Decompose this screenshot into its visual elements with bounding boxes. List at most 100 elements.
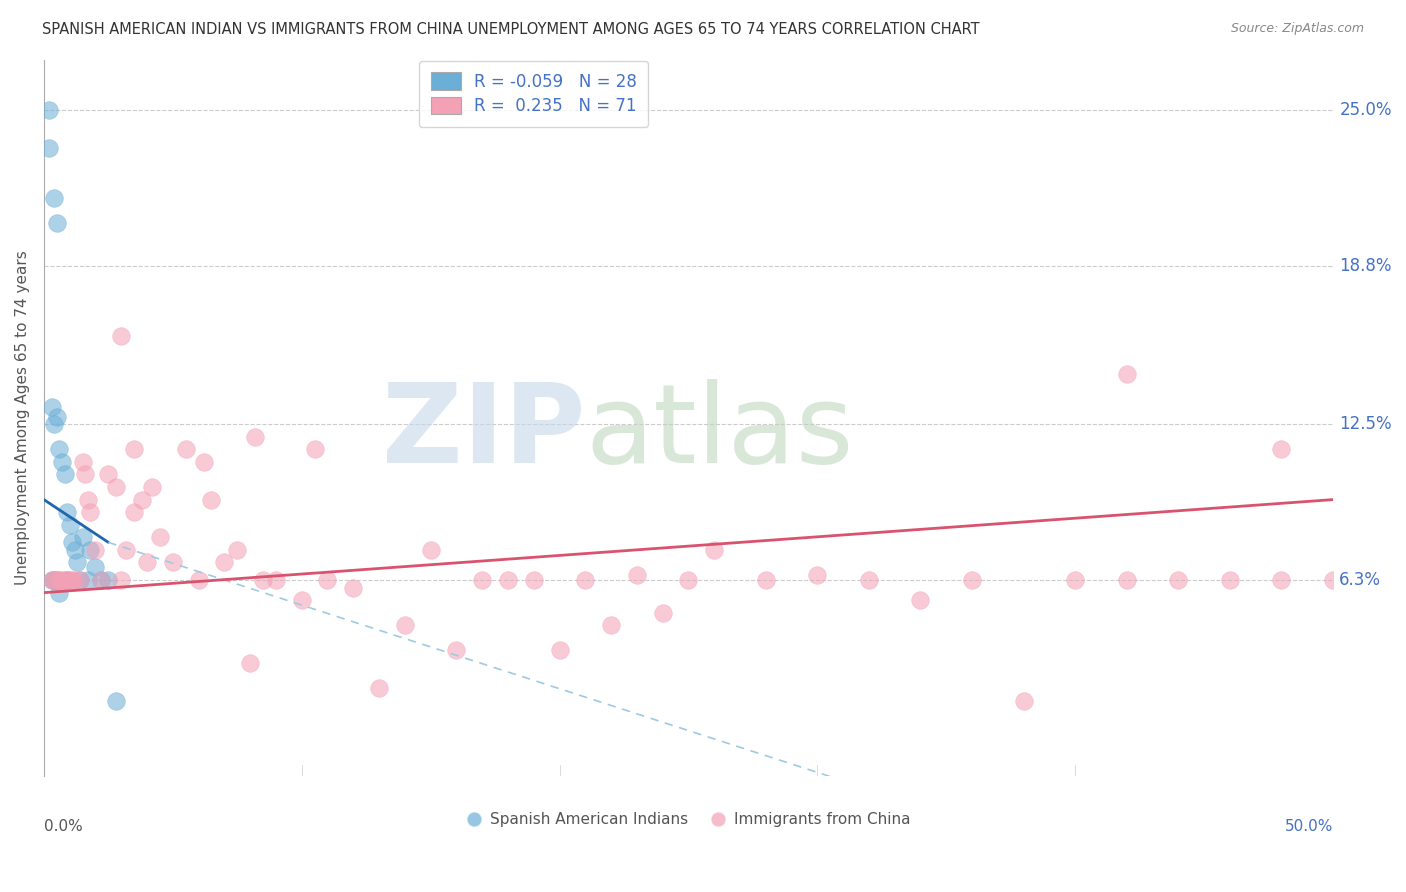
Point <box>63 542 86 557</box>
Point <box>1012 694 1035 708</box>
Point <box>75 467 97 482</box>
Point <box>496 573 519 587</box>
Point <box>264 573 287 587</box>
Point <box>1115 367 1137 381</box>
Point <box>304 442 326 457</box>
Point <box>79 505 101 519</box>
Point <box>162 556 184 570</box>
Point <box>193 455 215 469</box>
Text: 50.0%: 50.0% <box>1285 819 1333 834</box>
Point <box>131 492 153 507</box>
Point <box>1270 573 1292 587</box>
Point <box>45 216 67 230</box>
Point <box>79 542 101 557</box>
Point <box>574 573 596 587</box>
Point <box>1270 442 1292 457</box>
Point <box>56 505 79 519</box>
Point <box>368 681 391 696</box>
Point <box>806 568 828 582</box>
Point <box>38 140 60 154</box>
Point <box>59 573 82 587</box>
Text: 25.0%: 25.0% <box>1340 101 1392 119</box>
Point <box>252 573 274 587</box>
Point <box>44 417 66 432</box>
Point <box>51 455 73 469</box>
Text: Source: ZipAtlas.com: Source: ZipAtlas.com <box>1230 22 1364 36</box>
Point <box>1115 573 1137 587</box>
Point <box>1167 573 1189 587</box>
Point <box>76 573 98 587</box>
Point <box>53 573 76 587</box>
Point <box>60 573 83 587</box>
Point <box>115 542 138 557</box>
Point <box>110 573 132 587</box>
Point <box>44 573 66 587</box>
Point <box>149 530 172 544</box>
Point <box>66 556 89 570</box>
Point <box>48 573 70 587</box>
Text: 6.3%: 6.3% <box>1340 571 1381 589</box>
Point <box>141 480 163 494</box>
Point <box>56 573 79 587</box>
Point <box>187 573 209 587</box>
Point <box>755 573 778 587</box>
Point <box>291 593 314 607</box>
Point <box>960 573 983 587</box>
Point <box>626 568 648 582</box>
Point <box>600 618 623 632</box>
Point <box>394 618 416 632</box>
Point <box>110 329 132 343</box>
Point <box>72 455 94 469</box>
Point <box>174 442 197 457</box>
Point <box>523 573 546 587</box>
Point <box>90 573 112 587</box>
Point <box>214 556 236 570</box>
Point <box>226 542 249 557</box>
Point <box>59 517 82 532</box>
Point <box>678 573 700 587</box>
Point <box>1322 573 1344 587</box>
Point <box>90 573 112 587</box>
Text: ZIP: ZIP <box>382 379 585 486</box>
Point <box>44 573 66 587</box>
Point <box>97 573 120 587</box>
Point <box>1219 573 1241 587</box>
Point <box>1064 573 1087 587</box>
Point <box>48 585 70 599</box>
Point <box>45 573 67 587</box>
Point <box>200 492 222 507</box>
Point <box>446 643 468 657</box>
Point <box>239 656 262 670</box>
Point <box>48 442 70 457</box>
Point <box>51 573 73 587</box>
Point <box>122 505 145 519</box>
Point <box>84 542 107 557</box>
Point <box>69 573 91 587</box>
Point <box>41 400 63 414</box>
Point <box>44 191 66 205</box>
Point <box>316 573 339 587</box>
Point <box>76 492 98 507</box>
Text: 12.5%: 12.5% <box>1340 415 1392 434</box>
Point <box>97 467 120 482</box>
Point <box>72 530 94 544</box>
Point <box>419 542 441 557</box>
Point <box>122 442 145 457</box>
Text: 0.0%: 0.0% <box>44 819 83 834</box>
Point <box>105 480 128 494</box>
Legend: Spanish American Indians, Immigrants from China: Spanish American Indians, Immigrants fro… <box>461 805 917 833</box>
Point <box>651 606 673 620</box>
Point <box>60 535 83 549</box>
Point <box>105 694 128 708</box>
Point <box>45 573 67 587</box>
Point <box>53 467 76 482</box>
Point <box>136 556 159 570</box>
Point <box>63 573 86 587</box>
Text: 18.8%: 18.8% <box>1340 257 1392 275</box>
Point <box>41 573 63 587</box>
Text: atlas: atlas <box>585 379 853 486</box>
Text: SPANISH AMERICAN INDIAN VS IMMIGRANTS FROM CHINA UNEMPLOYMENT AMONG AGES 65 TO 7: SPANISH AMERICAN INDIAN VS IMMIGRANTS FR… <box>42 22 980 37</box>
Point <box>69 573 91 587</box>
Point <box>45 409 67 424</box>
Point <box>41 573 63 587</box>
